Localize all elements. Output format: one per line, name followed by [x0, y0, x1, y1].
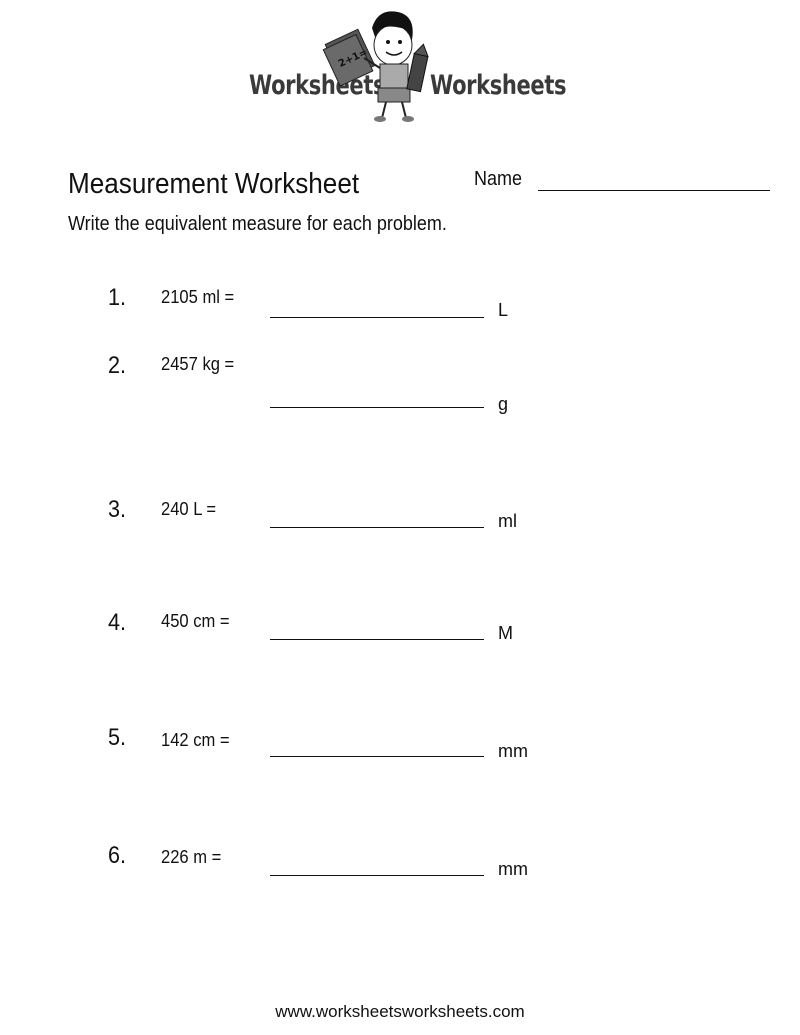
answer-field[interactable] — [270, 639, 484, 640]
problem-expression: 2457 kg = — [161, 354, 235, 374]
problem-number: 2. — [108, 352, 127, 379]
problem-unit: L — [498, 300, 509, 320]
problem-expression: 2105 ml = — [161, 287, 235, 307]
problem-expression: 450 cm = — [161, 611, 230, 631]
footer-url: www.worksheetsworksheets.com — [275, 1002, 525, 1021]
answer-field[interactable] — [270, 407, 484, 408]
answer-field[interactable] — [270, 317, 484, 318]
problem-number: 3. — [108, 496, 127, 523]
problem-unit: M — [498, 623, 513, 643]
problem-number: 1. — [108, 284, 127, 311]
page-title: Measurement Worksheet — [68, 168, 360, 200]
problem-unit: ml — [498, 511, 517, 531]
name-field[interactable] — [538, 190, 770, 191]
problem-number: 4. — [108, 609, 127, 636]
problem-unit: g — [498, 394, 509, 414]
problem-expression: 142 cm = — [161, 730, 230, 750]
answer-field[interactable] — [270, 875, 484, 876]
name-label: Name — [474, 168, 523, 190]
problem-unit: mm — [498, 741, 528, 761]
logo-text-right: Worksheets — [430, 70, 567, 101]
problem-unit: mm — [498, 859, 528, 879]
answer-field[interactable] — [270, 756, 484, 757]
boy-mascot-icon: 2+1= — [322, 11, 429, 122]
problem-expression: 240 L = — [161, 499, 217, 519]
problem-number: 5. — [108, 724, 127, 751]
instructions: Write the equivalent measure for each pr… — [68, 213, 447, 235]
problem-expression: 226 m = — [161, 847, 222, 867]
problem-number: 6. — [108, 842, 127, 869]
answer-field[interactable] — [270, 527, 484, 528]
